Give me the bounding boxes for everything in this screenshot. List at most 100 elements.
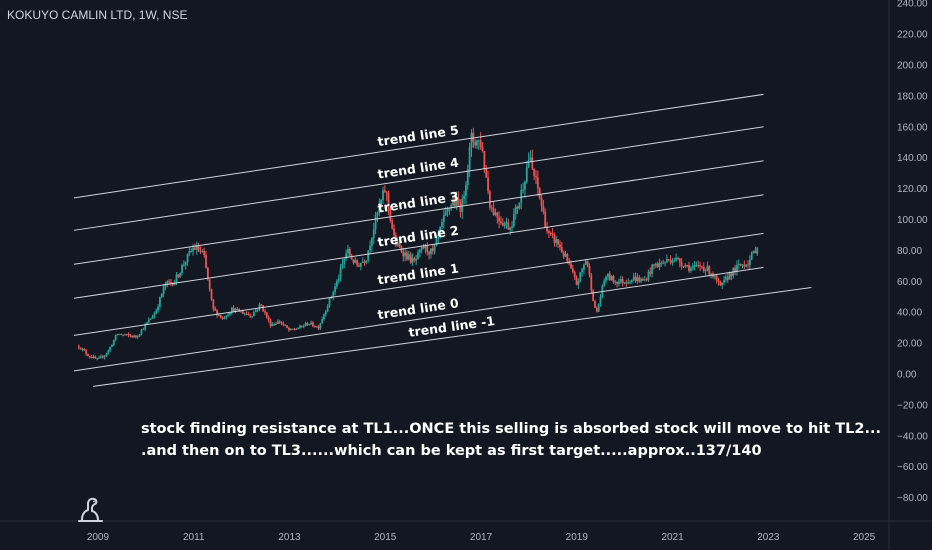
candle-body (516, 206, 519, 209)
candle-body (584, 260, 587, 265)
candle-body (465, 185, 467, 196)
candle-body (324, 311, 327, 315)
candle-body (310, 322, 312, 325)
candle-body (267, 317, 270, 321)
candle-body (636, 277, 639, 282)
candle-body (446, 209, 449, 212)
candle-body (190, 251, 193, 253)
trend-line[interactable] (93, 286, 812, 387)
price-axis[interactable]: 240.00 220.00 200.00 180.00 160.00 140.00 120.… (897, 0, 928, 504)
candle-body (345, 253, 348, 259)
candle-body (142, 329, 145, 331)
candle-body (748, 259, 751, 266)
candle-body (739, 263, 742, 266)
candle-body (131, 335, 134, 338)
candle-body (365, 260, 368, 263)
candle-body (254, 310, 257, 313)
candle-body (265, 312, 268, 318)
candle-body (603, 280, 606, 286)
candle-body (96, 358, 99, 360)
candle-body (688, 265, 690, 271)
candle-body (741, 264, 744, 266)
candle-body (608, 273, 611, 281)
candle-body (533, 168, 536, 177)
candle-body (300, 325, 303, 327)
candle-body (595, 307, 598, 312)
candle-body (422, 246, 425, 249)
candle-body (747, 264, 749, 266)
trend-line[interactable] (73, 160, 764, 265)
candle-body (210, 289, 213, 300)
candle-body (686, 265, 689, 267)
candle-body (750, 252, 753, 260)
candle-body (382, 190, 384, 201)
candle-body (673, 260, 676, 262)
candle-body (182, 264, 185, 266)
candle-body (98, 357, 100, 359)
candle-body (629, 282, 631, 284)
candle-body (111, 344, 113, 347)
trend-line[interactable] (73, 93, 764, 199)
candle-body (199, 251, 202, 253)
candle-body (542, 205, 545, 212)
candle-body (669, 260, 672, 263)
candle-body (385, 192, 388, 194)
candle-body (149, 318, 152, 320)
trend-line[interactable] (73, 126, 764, 231)
candle-body (251, 316, 253, 318)
candle-body (101, 356, 104, 358)
candle-body (489, 191, 491, 208)
candle-body (313, 326, 316, 328)
candle-body (238, 308, 241, 312)
candle-body (256, 309, 259, 311)
candle-body (664, 262, 666, 264)
candle-body (442, 215, 445, 223)
time-axis[interactable]: 2009 2011 2013 2015 2017 2019 2021 2023 2025 (87, 532, 876, 543)
candle-body (424, 245, 427, 249)
candle-body (642, 278, 644, 281)
trend-line-label: trend line 4 (377, 155, 460, 182)
candle-body (466, 169, 469, 186)
candle-body (291, 328, 294, 330)
candle-body (441, 222, 443, 227)
candle-body (271, 324, 274, 327)
price-tick-label: 220.00 (897, 30, 928, 41)
candle-body (369, 245, 371, 251)
trend-line[interactable] (73, 232, 764, 336)
candle-body (376, 212, 379, 215)
candle-body (706, 266, 709, 271)
candle-body (715, 275, 718, 281)
time-tick-label: 2023 (757, 532, 780, 543)
candle-body (221, 317, 224, 319)
candle-body (223, 317, 226, 319)
trend-line[interactable] (73, 194, 764, 299)
candle-body (286, 325, 289, 328)
candle-body (573, 272, 576, 278)
price-tick-label: 240.00 (897, 0, 928, 10)
candle-body (162, 286, 165, 294)
candle-body (654, 263, 657, 266)
candle-body (645, 279, 648, 281)
candle-body (371, 238, 373, 246)
candle-body (81, 348, 84, 350)
price-tick-label: 140.00 (897, 153, 928, 164)
candle-body (253, 312, 255, 317)
candle-body (529, 157, 532, 161)
candle-body (433, 245, 436, 252)
candle-body (337, 278, 340, 282)
candle-body (752, 250, 755, 253)
candle-body (332, 292, 335, 297)
candle-body (435, 238, 438, 246)
candle-body (586, 260, 589, 267)
candle-body (194, 247, 196, 250)
trend-line[interactable] (73, 266, 764, 372)
candle-body (127, 334, 130, 336)
candle-body (477, 140, 480, 142)
price-tick-label: 0.00 (897, 370, 917, 381)
candle-body (671, 260, 674, 263)
candle-body (619, 279, 622, 282)
candle-body (754, 250, 757, 254)
candle-body (181, 265, 183, 273)
